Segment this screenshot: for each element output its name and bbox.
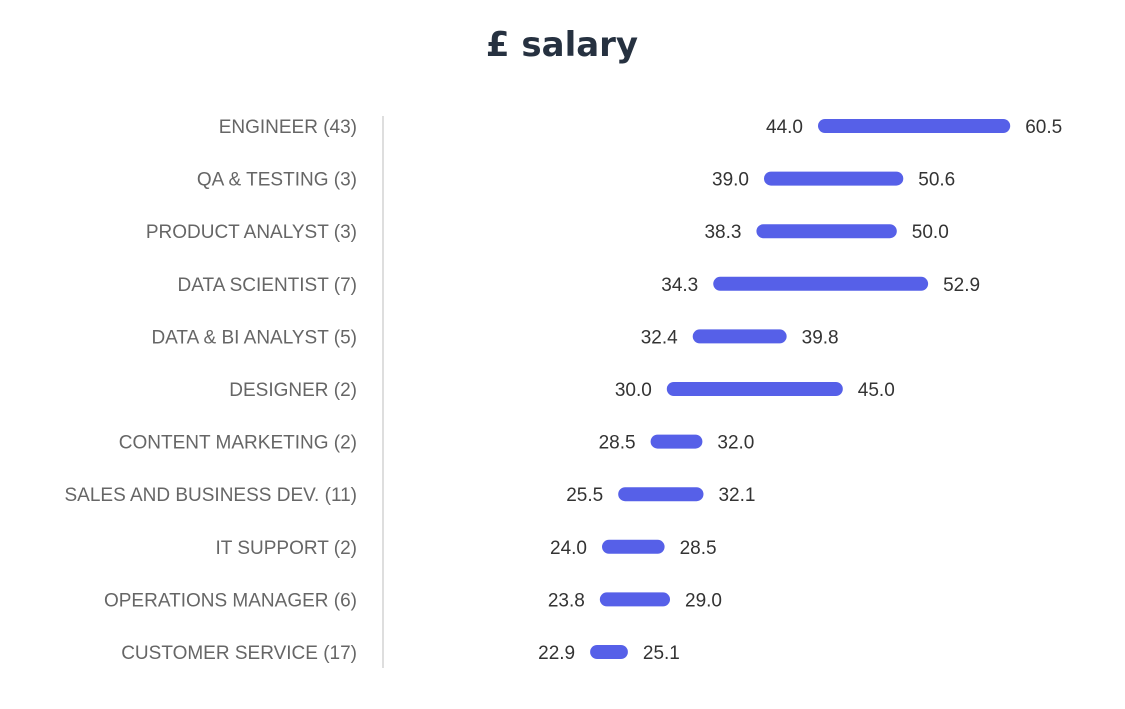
category-label: IT SUPPORT (2): [216, 538, 357, 559]
category-label: OPERATIONS MANAGER (6): [104, 590, 357, 611]
chart-rows: ENGINEER (43) 44.0 60.5 QA & TESTING (3) 39.…: [64, 117, 1062, 664]
high-value-label: 45.0: [858, 380, 895, 401]
low-value-label: 23.8: [548, 590, 585, 611]
chart-row: PRODUCT ANALYST (3) 38.3 50.0: [146, 222, 949, 243]
high-value-label: 29.0: [685, 590, 722, 611]
high-value-label: 39.8: [802, 327, 839, 348]
low-value-label: 30.0: [615, 380, 652, 401]
category-label: SALES AND BUSINESS DEV. (11): [64, 485, 357, 506]
high-value-label: 28.5: [680, 538, 717, 559]
chart-row: DATA & BI ANALYST (5) 32.4 39.8: [151, 327, 838, 348]
low-value-label: 39.0: [712, 170, 749, 191]
chart-row: ENGINEER (43) 44.0 60.5: [219, 117, 1062, 138]
low-value-label: 22.9: [538, 643, 575, 664]
low-value-label: 24.0: [550, 538, 587, 559]
high-value-label: 50.0: [912, 222, 949, 243]
low-value-label: 44.0: [766, 117, 803, 138]
chart-row: SALES AND BUSINESS DEV. (11) 25.5 32.1: [64, 485, 755, 506]
chart-row: CUSTOMER SERVICE (17) 22.9 25.1: [121, 643, 680, 664]
category-label: CUSTOMER SERVICE (17): [121, 643, 357, 664]
high-value-label: 32.1: [718, 485, 755, 506]
chart-title: £ salary: [486, 25, 638, 65]
high-value-label: 50.6: [918, 170, 955, 191]
high-value-label: 60.5: [1025, 117, 1062, 138]
chart-row: DESIGNER (2) 30.0 45.0: [229, 380, 895, 401]
category-label: QA & TESTING (3): [197, 170, 357, 191]
chart-row: IT SUPPORT (2) 24.0 28.5: [216, 538, 717, 559]
category-label: PRODUCT ANALYST (3): [146, 222, 357, 243]
low-value-label: 25.5: [566, 485, 603, 506]
category-label: DATA & BI ANALYST (5): [151, 327, 357, 348]
low-value-label: 38.3: [704, 222, 741, 243]
category-label: DATA SCIENTIST (7): [178, 275, 357, 296]
low-value-label: 32.4: [641, 327, 678, 348]
chart-row: QA & TESTING (3) 39.0 50.6: [197, 170, 955, 191]
chart-row: OPERATIONS MANAGER (6) 23.8 29.0: [104, 590, 722, 611]
high-value-label: 52.9: [943, 275, 980, 296]
category-label: ENGINEER (43): [219, 117, 357, 138]
chart-row: DATA SCIENTIST (7) 34.3 52.9: [178, 275, 981, 296]
low-value-label: 34.3: [661, 275, 698, 296]
category-label: DESIGNER (2): [229, 380, 357, 401]
high-value-label: 25.1: [643, 643, 680, 664]
low-value-label: 28.5: [599, 433, 636, 454]
category-label: CONTENT MARKETING (2): [119, 433, 357, 454]
chart-row: CONTENT MARKETING (2) 28.5 32.0: [119, 433, 755, 454]
high-value-label: 32.0: [717, 433, 754, 454]
